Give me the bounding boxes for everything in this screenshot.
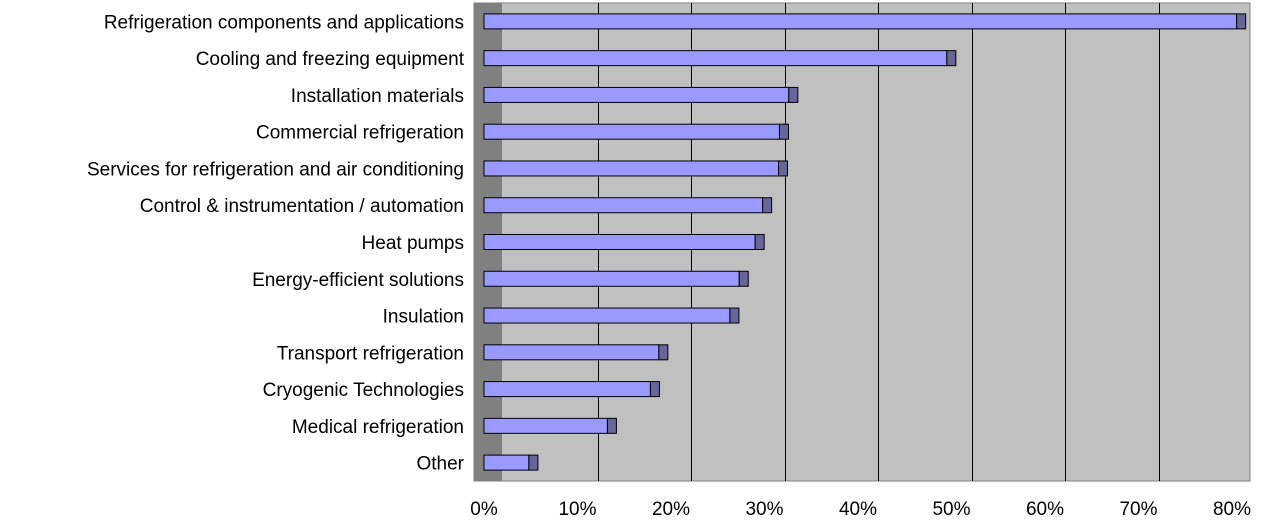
bar-end-cap bbox=[946, 50, 957, 67]
bar-end-cap bbox=[528, 454, 539, 471]
category-label: Cryogenic Technologies bbox=[263, 380, 464, 401]
bar bbox=[483, 86, 790, 103]
x-tick-label: 30% bbox=[745, 499, 783, 520]
x-tick-label: 70% bbox=[1119, 499, 1157, 520]
category-label: Control & instrumentation / automation bbox=[140, 196, 464, 217]
bar bbox=[483, 234, 756, 250]
bar-end-cap bbox=[788, 86, 799, 103]
bar-end-cap bbox=[762, 197, 773, 214]
x-tick-label: 50% bbox=[932, 499, 970, 520]
category-label: Services for refrigeration and air condi… bbox=[87, 159, 464, 180]
bar bbox=[483, 344, 660, 361]
bar-end-cap bbox=[778, 160, 789, 177]
bar bbox=[483, 381, 651, 398]
bar-end-cap bbox=[729, 307, 740, 324]
x-axis-tick-labels: 0% 10% 20% 30% 40% 50% 60% 70% 80% bbox=[470, 499, 1251, 520]
bar bbox=[483, 454, 530, 471]
x-tick-label: 20% bbox=[652, 499, 690, 520]
x-tick-label: 0% bbox=[470, 499, 498, 520]
bar bbox=[483, 307, 731, 324]
category-label: Commercial refrigeration bbox=[256, 123, 464, 144]
bar-end-cap bbox=[754, 234, 765, 250]
gridlines bbox=[598, 3, 1160, 481]
bars bbox=[483, 13, 1247, 471]
bar-end-cap bbox=[606, 417, 617, 434]
category-label: Insulation bbox=[383, 307, 464, 328]
category-label: Energy-efficient solutions bbox=[252, 270, 464, 291]
category-labels: Refrigeration components and application… bbox=[87, 12, 465, 474]
bar-end-cap bbox=[738, 270, 749, 287]
category-label: Medical refrigeration bbox=[292, 417, 464, 438]
category-label: Refrigeration components and application… bbox=[104, 12, 464, 33]
bar bbox=[483, 270, 740, 287]
bar-end-cap bbox=[649, 381, 660, 398]
x-tick-label: 40% bbox=[839, 499, 877, 520]
bar-end-cap bbox=[658, 344, 669, 361]
x-tick-label: 60% bbox=[1026, 499, 1064, 520]
bar bbox=[483, 197, 764, 214]
category-label: Cooling and freezing equipment bbox=[196, 49, 465, 70]
category-label: Installation materials bbox=[291, 86, 464, 107]
bar bbox=[483, 123, 780, 140]
category-label: Other bbox=[416, 454, 464, 475]
x-tick-label: 10% bbox=[558, 499, 596, 520]
category-label: Heat pumps bbox=[362, 233, 464, 254]
bar-end-cap bbox=[778, 123, 789, 140]
bar bbox=[483, 417, 608, 434]
x-tick-label: 80% bbox=[1213, 499, 1251, 520]
bar-end-cap bbox=[1236, 13, 1247, 30]
category-label: Transport refrigeration bbox=[277, 343, 464, 364]
bar bbox=[483, 50, 948, 67]
bar bbox=[483, 160, 780, 177]
bar bbox=[483, 13, 1238, 30]
